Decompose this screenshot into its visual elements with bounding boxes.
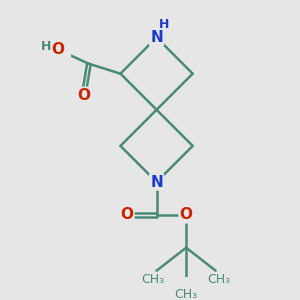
- Text: CH₃: CH₃: [175, 289, 198, 300]
- Text: H: H: [41, 40, 51, 53]
- Text: H: H: [159, 18, 170, 31]
- Text: CH₃: CH₃: [142, 273, 165, 286]
- Text: O: O: [77, 88, 90, 103]
- Text: O: O: [121, 207, 134, 222]
- Text: O: O: [51, 42, 64, 57]
- Text: O: O: [180, 207, 193, 222]
- Text: N: N: [150, 175, 163, 190]
- Text: CH₃: CH₃: [207, 273, 230, 286]
- Text: N: N: [150, 30, 163, 45]
